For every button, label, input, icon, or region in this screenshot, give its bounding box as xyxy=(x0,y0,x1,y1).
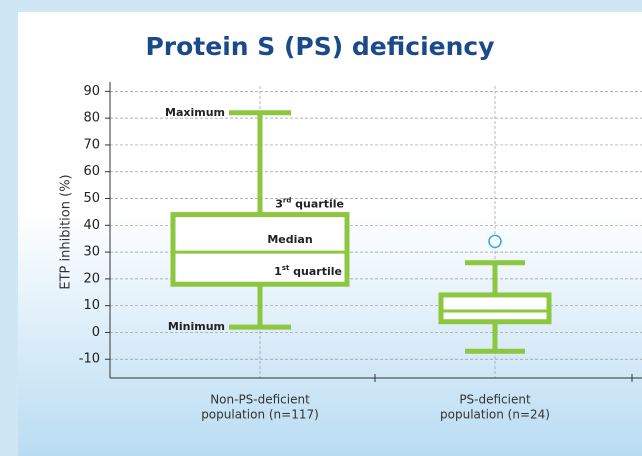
x-tick-label: population (n=24) xyxy=(440,408,550,422)
annotation: Median xyxy=(267,233,312,246)
y-tick-label: 80 xyxy=(83,111,100,126)
y-tick-label: 50 xyxy=(83,191,100,206)
annotation: 3rd quartile xyxy=(275,197,344,211)
y-axis-title: ETP inhibition (%) xyxy=(59,174,74,289)
annotation: Minimum xyxy=(168,320,225,333)
y-tick-label: 0 xyxy=(92,325,100,340)
annotation-sup: st xyxy=(282,264,290,272)
annotation: 1st quartile xyxy=(274,264,342,278)
y-tick-label: 10 xyxy=(83,298,100,313)
x-tick-label: Non-PS-deficient xyxy=(210,393,310,407)
outlier xyxy=(488,234,502,249)
annotation-base: 1 xyxy=(274,265,282,278)
annotation-base: 3 xyxy=(275,198,283,211)
annotation-rest: quartile xyxy=(289,265,342,278)
y-tick-label: 20 xyxy=(83,271,100,286)
x-tick-label: population (n=117) xyxy=(201,408,319,422)
annotation-rest: quartile xyxy=(291,198,344,211)
y-tick-label: -10 xyxy=(79,352,100,367)
y-tick-label: 40 xyxy=(83,218,100,233)
box xyxy=(170,212,350,287)
chart-title: Protein S (PS) deficiency xyxy=(145,32,494,61)
box xyxy=(438,292,552,325)
annotation: Maximum xyxy=(165,106,225,119)
y-tick-label: 70 xyxy=(83,137,100,152)
y-tick-label: 60 xyxy=(83,164,100,179)
x-tick-label: PS-deficient xyxy=(459,393,531,407)
y-tick-label: 90 xyxy=(83,84,100,99)
y-tick-label: 30 xyxy=(83,245,100,260)
annotation-sup: rd xyxy=(283,197,291,205)
